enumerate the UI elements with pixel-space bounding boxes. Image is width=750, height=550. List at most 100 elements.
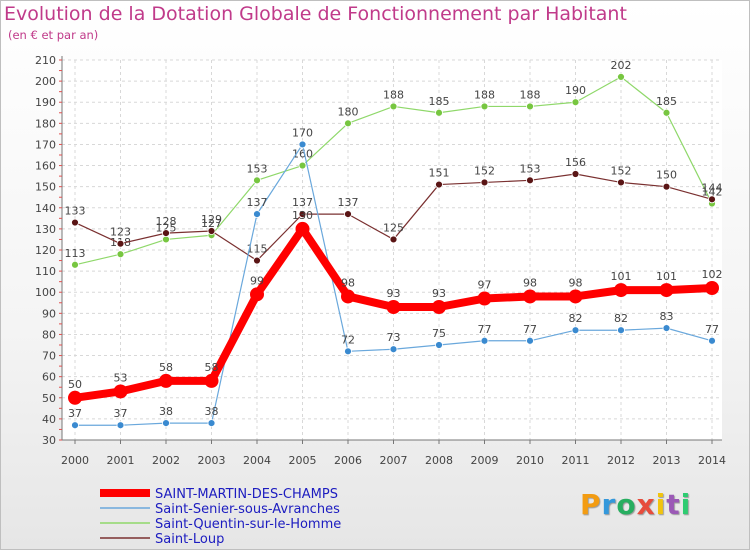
- data-point: [207, 227, 216, 235]
- data-label: 125: [156, 221, 177, 234]
- data-label: 115: [247, 243, 268, 256]
- data-point: [71, 218, 79, 227]
- data-point: [341, 289, 355, 304]
- data-label: 188: [383, 88, 404, 101]
- data-label: 180: [338, 105, 359, 118]
- data-label: 170: [292, 126, 313, 139]
- data-label: 150: [656, 169, 677, 182]
- logo-letter: i: [680, 488, 692, 521]
- data-point: [659, 283, 674, 298]
- data-point: [571, 170, 580, 178]
- x-tick-label: 2008: [425, 454, 453, 467]
- data-point: [162, 229, 170, 238]
- data-point: [662, 182, 671, 191]
- data-point: [207, 419, 216, 428]
- data-point: [435, 108, 443, 117]
- data-point: [253, 256, 261, 265]
- x-tick-label: 2011: [562, 454, 590, 467]
- y-tick-label: 160: [35, 160, 56, 173]
- y-tick-label: 210: [35, 54, 56, 67]
- data-label: 37: [68, 407, 82, 420]
- data-point: [432, 300, 446, 314]
- y-tick-label: 90: [42, 307, 56, 320]
- data-label: 125: [383, 221, 404, 234]
- data-label: 137: [338, 196, 359, 209]
- data-point: [71, 421, 79, 430]
- data-label: 93: [432, 287, 446, 300]
- data-label: 58: [159, 361, 173, 374]
- y-tick-label: 60: [42, 371, 56, 384]
- y-tick-label: 120: [35, 244, 56, 257]
- data-point: [389, 345, 398, 354]
- x-tick-label: 2010: [516, 454, 544, 467]
- data-label: 102: [702, 268, 723, 281]
- y-tick-label: 140: [35, 202, 56, 215]
- y-tick-label: 130: [35, 223, 56, 236]
- data-point: [526, 176, 534, 185]
- chart-title: Evolution de la Dotation Globale de Fonc…: [4, 3, 627, 25]
- data-point: [162, 419, 170, 428]
- logo-letter: r: [601, 488, 617, 521]
- legend-label: Saint-Loup: [155, 532, 224, 547]
- data-label: 72: [341, 333, 355, 346]
- data-point: [526, 102, 534, 111]
- data-label: 153: [247, 162, 268, 175]
- data-point: [204, 373, 219, 388]
- data-label: 190: [565, 84, 586, 97]
- x-tick-label: 2005: [289, 454, 317, 467]
- logo-letter: i: [655, 488, 667, 521]
- data-label: 137: [292, 196, 313, 209]
- y-tick-label: 180: [35, 117, 56, 130]
- data-label: 188: [474, 88, 495, 101]
- x-tick-label: 2007: [380, 454, 408, 467]
- data-label: 160: [292, 148, 313, 161]
- proxiti-logo: Proxiti: [580, 488, 691, 521]
- data-point: [568, 289, 583, 304]
- y-tick-label: 200: [35, 75, 56, 88]
- x-tick-label: 2006: [334, 454, 362, 467]
- data-point: [68, 390, 82, 405]
- data-point: [480, 336, 489, 345]
- x-tick-label: 2001: [107, 454, 135, 467]
- data-label: 129: [201, 213, 222, 226]
- data-label: 50: [68, 378, 82, 391]
- data-label: 53: [114, 371, 128, 384]
- legend-label: Saint-Quentin-sur-le-Homme: [155, 517, 341, 532]
- data-point: [344, 119, 352, 128]
- y-tick-label: 190: [35, 96, 56, 109]
- data-label: 58: [205, 361, 219, 374]
- data-point: [295, 221, 310, 236]
- data-point: [298, 210, 307, 219]
- data-label: 83: [660, 310, 674, 323]
- x-tick-label: 2012: [607, 454, 635, 467]
- data-label: 133: [65, 205, 86, 218]
- data-point: [662, 324, 671, 333]
- y-tick-label: 50: [42, 392, 56, 405]
- data-point: [477, 291, 492, 306]
- data-point: [250, 287, 264, 302]
- data-point: [617, 72, 625, 81]
- data-label: 152: [611, 164, 632, 177]
- y-tick-label: 80: [42, 328, 56, 341]
- data-label: 142: [702, 186, 723, 199]
- data-point: [298, 161, 307, 170]
- data-label: 73: [387, 331, 401, 344]
- data-label: 38: [205, 405, 219, 418]
- data-point: [253, 210, 261, 219]
- data-label: 98: [341, 276, 355, 289]
- data-point: [71, 260, 79, 269]
- x-tick-label: 2009: [471, 454, 499, 467]
- data-label: 113: [65, 247, 86, 260]
- data-label: 153: [520, 162, 541, 175]
- x-tick-label: 2004: [243, 454, 271, 467]
- data-point: [435, 341, 443, 349]
- data-point: [614, 283, 628, 298]
- data-point: [253, 176, 261, 185]
- data-label: 156: [565, 156, 586, 169]
- data-label: 137: [247, 196, 268, 209]
- data-label: 151: [429, 167, 450, 180]
- logo-letter: t: [666, 488, 681, 521]
- data-label: 97: [478, 279, 492, 292]
- data-label: 188: [520, 88, 541, 101]
